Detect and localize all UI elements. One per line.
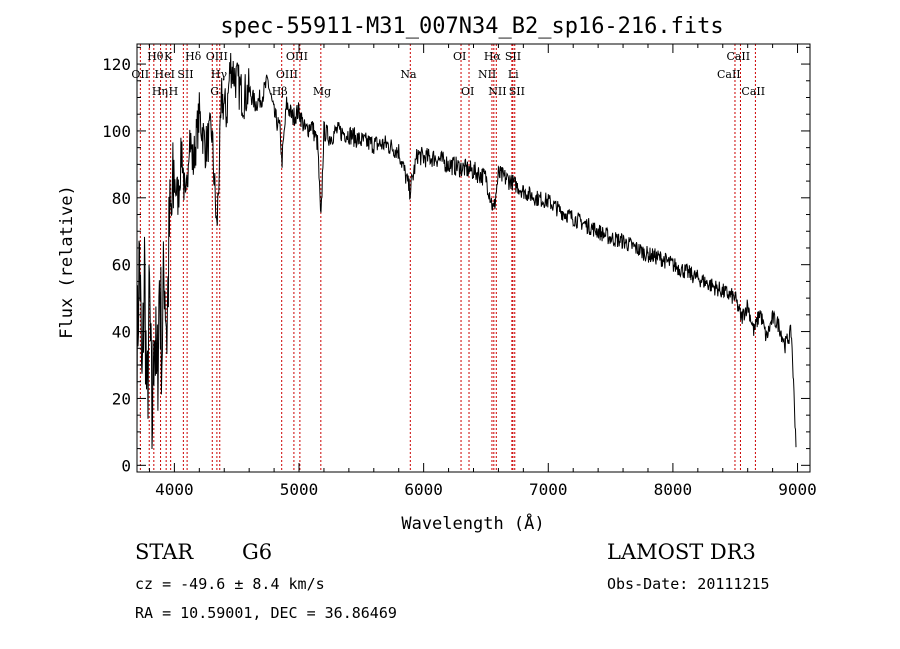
line-label: G [210, 85, 219, 98]
line-label: CaII [741, 85, 765, 98]
spectral-line-markers [139, 44, 756, 472]
spectral-line-labels: OII Hθ Hη HeI K H SII Hδ G Hγ OIII Hβ OIII OIII Mg Na OI… [131, 50, 765, 98]
x-tick-label: 8000 [654, 480, 693, 499]
line-label: Hβ [272, 85, 288, 98]
line-label: Hθ [147, 50, 164, 63]
x-axis-label: Wavelength (Å) [401, 512, 544, 534]
line-label: OI [453, 50, 466, 63]
x-tick-label: 4000 [155, 480, 194, 499]
line-label: OII [131, 68, 149, 81]
line-label: SII [509, 85, 525, 98]
axis-tick-labels: 4000 5000 6000 7000 8000 9000 0 20 40 60 80 100 120 [102, 55, 817, 499]
line-label: Hη [152, 85, 168, 98]
y-tick-label: 80 [112, 189, 131, 208]
line-label: Na [400, 68, 417, 81]
chart-title: spec-55911-M31_007N34_B2_sp16-216.fits [220, 14, 723, 39]
y-tick-label: 60 [112, 256, 131, 275]
line-label: Mg [313, 85, 331, 98]
line-label: CaII [726, 50, 750, 63]
y-tick-label: 0 [121, 456, 131, 475]
line-label: OIII [276, 68, 298, 81]
x-tick-label: 6000 [404, 480, 443, 499]
line-label: OIII [206, 50, 228, 63]
observation-date: Obs-Date: 20111215 [607, 575, 770, 593]
x-tick-label: 9000 [778, 480, 817, 499]
x-tick-label: 5000 [280, 480, 319, 499]
coordinates-info: RA = 10.59001, DEC = 36.86469 [135, 604, 397, 622]
line-label: Hα [484, 50, 502, 63]
y-axis-label: Flux (relative) [57, 185, 77, 339]
line-label: Hγ [211, 68, 228, 81]
y-tick-label: 100 [102, 122, 131, 141]
line-label: Li [508, 68, 519, 81]
line-label: H [169, 85, 179, 98]
x-tick-label: 7000 [529, 480, 568, 499]
object-class: STAR [135, 540, 194, 564]
spectrum-line [136, 52, 797, 450]
line-label: HeI [155, 68, 175, 81]
line-label: SII [177, 68, 193, 81]
line-label: SII [505, 50, 521, 63]
line-label: NII [488, 85, 506, 98]
line-label: CaII [717, 68, 741, 81]
line-label: NII [478, 68, 496, 81]
redshift-info: cz = -49.6 ± 8.4 km/s [135, 575, 325, 593]
line-label: OI [461, 85, 474, 98]
line-label: K [164, 50, 173, 63]
spectral-subclass: G6 [242, 540, 273, 564]
survey-name: LAMOST DR3 [607, 540, 756, 564]
line-label: OIII [286, 50, 308, 63]
line-label: Hδ [185, 50, 202, 63]
y-tick-label: 20 [112, 389, 131, 408]
axis-ticks [137, 44, 810, 472]
y-tick-label: 40 [112, 323, 131, 342]
spectrum-series [136, 52, 797, 450]
plot-frame [136, 43, 811, 473]
y-tick-label: 120 [102, 55, 131, 74]
